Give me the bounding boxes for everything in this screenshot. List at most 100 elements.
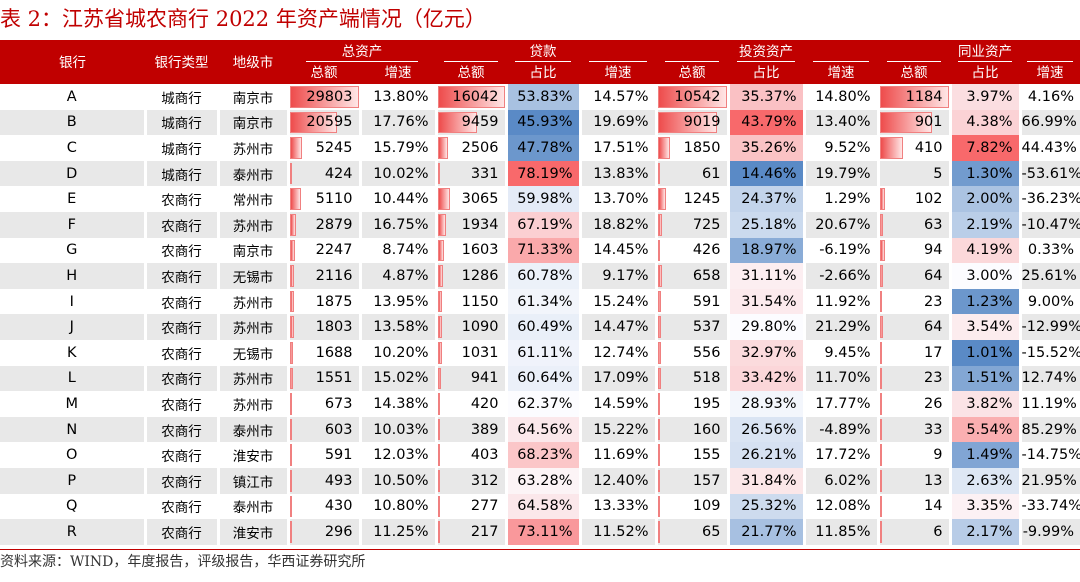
- cell-ln_g: 15.22%: [578, 416, 656, 443]
- cell-value: 26.21%: [741, 447, 797, 464]
- cell-ln_g: 17.51%: [578, 135, 656, 161]
- cell-ln: 331: [434, 160, 506, 187]
- data-bar: [289, 290, 294, 313]
- cell-city: 镇江市: [216, 467, 288, 494]
- bottom-rule: [0, 549, 1080, 550]
- cell-ln_s: 60.78%: [504, 263, 580, 289]
- cell-ln_s: 60.64%: [504, 365, 580, 392]
- cell-value: 农商行: [161, 218, 202, 235]
- data-bar: [289, 393, 292, 415]
- group-interbank: 同业资产: [950, 42, 1020, 62]
- cell-value: 160: [692, 421, 721, 438]
- table-row: C 城商行 苏州市 5245 15.79% 2506 47.78% 17.51% 1850 35.…: [0, 135, 1080, 161]
- cell-value: N: [66, 421, 78, 438]
- cell-value: 10.20%: [373, 344, 429, 361]
- cell-ib_g: -10.47%: [1018, 211, 1080, 238]
- cell-inv_g: 20.67%: [802, 211, 878, 238]
- data-bar: [657, 444, 660, 466]
- cell-value: 53.83%: [517, 88, 573, 105]
- cell-ta_g: 10.50%: [358, 467, 436, 494]
- cell-ta_g: 12.03%: [358, 442, 436, 468]
- cell-ib_g: 9.00%: [1018, 288, 1080, 315]
- cell-value: 3.35%: [966, 498, 1013, 515]
- cell-value: O: [66, 447, 78, 464]
- cell-ln_g: 19.69%: [578, 109, 656, 136]
- cell-value: 537: [692, 319, 721, 336]
- cell-value: 78.19%: [517, 165, 573, 182]
- cell-city: 苏州市: [216, 211, 288, 238]
- cell-value: 17.72%: [815, 447, 871, 464]
- cell-value: J: [69, 319, 74, 336]
- cell-value: 9.52%: [824, 139, 871, 156]
- cell-ln: 1934: [434, 211, 506, 238]
- cell-value: C: [66, 139, 77, 156]
- cell-value: 19.79%: [815, 165, 871, 182]
- cell-inv: 10542: [654, 84, 728, 110]
- cell-value: 9.45%: [824, 344, 871, 361]
- cell-value: 31.11%: [741, 267, 797, 284]
- cell-type: 城商行: [143, 109, 218, 136]
- data-bar: [657, 418, 660, 441]
- cell-value: 农商行: [161, 397, 202, 414]
- cell-value: 47.78%: [517, 139, 573, 156]
- cell-ta_g: 10.20%: [358, 339, 436, 366]
- table-row: D 城商行 泰州市 424 10.02% 331 78.19% 13.83% 61 14.46% 1…: [0, 160, 1080, 187]
- col-bank: 银行: [0, 42, 145, 84]
- data-bar: [289, 137, 302, 159]
- cell-city: 苏州市: [216, 365, 288, 392]
- cell-city: 苏州市: [216, 314, 288, 340]
- cell-inv_g: 14.80%: [802, 84, 878, 110]
- cell-ib: 901: [876, 109, 950, 136]
- cell-value: 1603: [461, 242, 499, 259]
- data-bar: [657, 316, 661, 338]
- cell-value: 331: [470, 165, 499, 182]
- cell-value: 泰州市: [232, 167, 274, 184]
- group-total-assets: 总资产: [288, 42, 436, 62]
- cell-value: 85.29%: [1021, 421, 1077, 438]
- cell-value: 20.67%: [815, 216, 871, 233]
- cell-value: 泰州市: [232, 423, 274, 440]
- cell-value: 9019: [683, 114, 721, 131]
- cell-ta: 5245: [286, 135, 360, 161]
- data-bar: [437, 418, 440, 441]
- cell-inv_s: 29.80%: [726, 314, 804, 340]
- cell-ib_s: 1.23%: [948, 288, 1020, 315]
- cell-inv_s: 43.79%: [726, 109, 804, 136]
- col-ib-amount: 总额: [878, 62, 950, 84]
- data-bar: [437, 495, 440, 518]
- cell-value: 1.29%: [824, 191, 871, 208]
- table-row: F 农商行 苏州市 2879 16.75% 1934 67.19% 18.82% 725 25.1…: [0, 211, 1080, 238]
- data-bar: [657, 213, 663, 236]
- cell-ib_s: 4.19%: [948, 237, 1020, 264]
- cell-ta_g: 10.44%: [358, 186, 436, 212]
- cell-bank: H: [0, 263, 145, 289]
- cell-value: 1245: [683, 191, 721, 208]
- cell-value: M: [65, 395, 78, 412]
- data-bar: [289, 367, 294, 390]
- table-row: Q 农商行 泰州市 430 10.80% 277 64.58% 13.33% 109 25.32%…: [0, 493, 1080, 520]
- col-city: 地级市: [218, 42, 288, 84]
- data-bar: [289, 162, 292, 185]
- cell-value: 镇江市: [232, 474, 274, 491]
- cell-ln_s: 59.98%: [504, 186, 580, 212]
- cell-value: 15.79%: [373, 139, 429, 156]
- cell-ib_s: 1.01%: [948, 339, 1020, 366]
- cell-value: 1.01%: [966, 344, 1013, 361]
- header-row-1: 银行 银行类型 地级市 总资产 贷款 投资资产 同业资产: [0, 42, 1080, 84]
- cell-city: 苏州市: [216, 391, 288, 417]
- cell-value: H: [66, 267, 78, 284]
- col-inv-amount: 总额: [656, 62, 728, 84]
- cell-value: 21.77%: [741, 523, 797, 540]
- cell-inv: 518: [654, 365, 728, 392]
- cell-value: K: [66, 344, 77, 361]
- cell-ib: 1184: [876, 84, 950, 110]
- cell-ta_g: 13.58%: [358, 314, 436, 340]
- cell-value: 17.77%: [815, 395, 871, 412]
- cell-ln: 389: [434, 416, 506, 443]
- cell-type: 农商行: [143, 442, 218, 468]
- data-bar: [657, 367, 661, 390]
- cell-inv_s: 32.97%: [726, 339, 804, 366]
- cell-value: 11.85%: [815, 523, 871, 540]
- cell-value: P: [67, 472, 77, 489]
- cell-value: -14.75%: [1021, 447, 1080, 464]
